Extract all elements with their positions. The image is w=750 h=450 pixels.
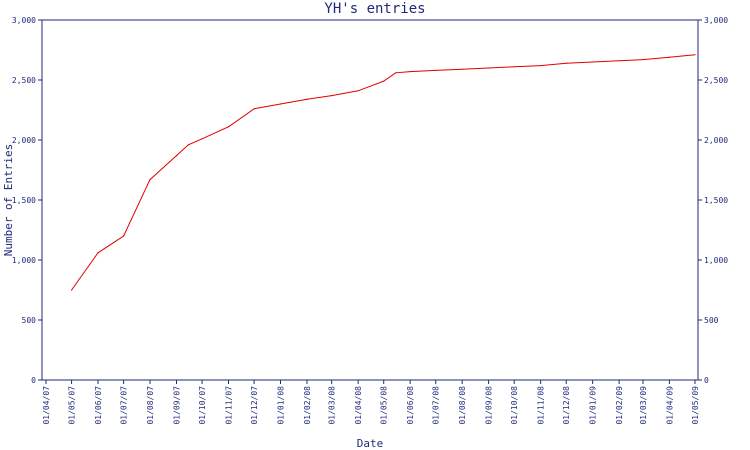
y-axis-right: 0 500 1,000 1,500 2,000 2,500 3,000: [698, 16, 728, 385]
data-point: [306, 98, 308, 100]
plot-frame: [41, 19, 699, 381]
y-tick-label-right: 1,000: [704, 256, 728, 265]
data-point: [668, 56, 671, 58]
data-point: [565, 62, 567, 64]
x-tick-label: 01/09/08: [485, 386, 494, 425]
y-tick-label-right: 2,000: [704, 136, 728, 145]
x-tick-label: 01/05/07: [68, 386, 77, 425]
x-tick-label: 01/02/08: [303, 386, 312, 425]
x-tick-label: 01/11/08: [537, 386, 546, 425]
x-tick-label: 01/01/09: [589, 386, 598, 425]
chart-title: YH's entries: [324, 1, 425, 17]
x-tick-label: 01/04/07: [42, 386, 51, 425]
x-tick-label: 01/10/07: [198, 386, 207, 425]
x-tick-label: 01/04/08: [354, 386, 363, 425]
x-tick-label: 01/10/08: [510, 386, 519, 425]
x-tick-label: 01/08/07: [146, 386, 155, 425]
series-group: [71, 54, 696, 291]
data-point: [435, 69, 437, 71]
y-tick-label-left: 1,000: [12, 256, 36, 265]
data-point: [461, 68, 463, 70]
x-axis: 01/04/07 01/05/07 01/06/07 01/07/07 01/08/07…: [42, 380, 700, 425]
x-tick-label: 01/04/09: [665, 386, 674, 425]
y-tick-label-right: 1,500: [704, 196, 728, 205]
x-tick-label: 01/05/08: [380, 386, 389, 425]
data-point: [279, 103, 282, 105]
x-tick-label: 01/07/08: [432, 386, 441, 425]
data-point: [592, 61, 594, 63]
data-point: [331, 95, 333, 97]
x-tick-label: 01/09/07: [172, 386, 181, 425]
data-point: [97, 252, 99, 254]
data-point: [618, 60, 620, 62]
data-point: [488, 67, 490, 69]
x-tick-label: 01/06/08: [406, 386, 415, 425]
data-point: [409, 71, 411, 73]
y-tick-label-right: 2,500: [704, 76, 728, 85]
y-tick-label-right: 500: [704, 316, 719, 325]
x-tick-label: 01/11/07: [225, 386, 234, 425]
x-tick-label: 01/12/07: [250, 386, 259, 425]
x-tick-label: 01/05/09: [691, 386, 700, 425]
y-tick-label-left: 1,500: [12, 196, 36, 205]
data-point: [227, 126, 230, 128]
y-tick-label-right: 3,000: [704, 16, 728, 25]
data-point: [540, 65, 542, 67]
data-point: [694, 54, 696, 56]
data-point: [175, 155, 178, 157]
y-axis-left: 0 500 1,000 1,500 2,000 2,500 3,000: [12, 16, 42, 385]
y-tick-label-left: 500: [22, 316, 37, 325]
data-point: [123, 235, 125, 237]
x-tick-label: 01/12/08: [562, 386, 571, 425]
data-point: [201, 138, 203, 140]
x-tick-label: 01/06/07: [94, 386, 103, 425]
data-point: [71, 289, 73, 291]
data-point: [395, 72, 397, 74]
y-tick-label-left: 3,000: [12, 16, 36, 25]
y-axis-label: Number of Entries: [2, 144, 15, 257]
x-tick-label: 01/02/09: [615, 386, 624, 425]
x-tick-label: 01/03/08: [328, 386, 337, 425]
data-point: [149, 179, 151, 181]
data-point: [642, 59, 644, 61]
y-tick-label-left: 2,000: [12, 136, 36, 145]
x-axis-label: Date: [357, 437, 384, 450]
y-tick-label-left: 2,500: [12, 76, 36, 85]
x-tick-label: 01/08/08: [458, 386, 467, 425]
y-tick-label-right: 0: [704, 376, 709, 385]
data-point: [513, 66, 515, 68]
data-point: [187, 144, 189, 146]
x-tick-label: 01/07/07: [120, 386, 129, 425]
data-point: [383, 80, 385, 82]
data-point: [253, 108, 255, 110]
plot-area: 0 500 1,000 1,500 2,000 2,500 3,000 0 500 1,000 1…: [12, 16, 728, 425]
x-tick-label: 01/03/09: [639, 386, 648, 425]
y-tick-label-left: 0: [31, 376, 36, 385]
x-tick-label: 01/01/08: [277, 386, 286, 425]
data-point: [357, 90, 359, 92]
